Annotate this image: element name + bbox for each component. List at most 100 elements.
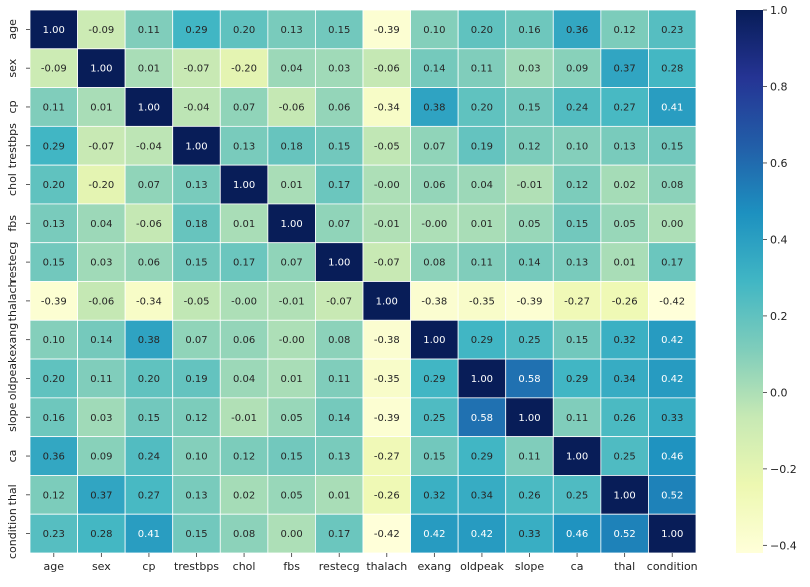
cell-value-label: -0.39: [517, 296, 543, 307]
x-tick-label: fbs: [283, 560, 300, 573]
cell-value-label: 0.33: [518, 529, 540, 540]
cell-value-label: -0.07: [374, 258, 400, 269]
cell-value-label: 0.03: [518, 64, 540, 75]
cell-value-label: -0.05: [374, 141, 400, 152]
cell-value-label: 0.08: [661, 180, 683, 191]
cell-value-label: 0.25: [614, 452, 636, 463]
heatmap-cell: [457, 475, 507, 515]
heatmap-cell: [29, 319, 78, 360]
y-tick-label: age: [6, 19, 19, 40]
heatmap-cell: [648, 242, 697, 282]
heatmap-cell: [552, 203, 602, 244]
cell-value-label: 0.02: [233, 490, 255, 501]
cell-value-label: 0.18: [281, 141, 303, 152]
cell-value-label: 0.02: [614, 180, 636, 191]
cell-value-label: 0.41: [661, 102, 683, 113]
cell-value-label: -0.27: [564, 296, 590, 307]
y-tick-label: fbs: [6, 215, 19, 232]
heatmap-cell: [410, 358, 459, 399]
heatmap-cell: [410, 281, 459, 321]
heatmap-cell: [648, 281, 697, 321]
heatmap-cell: [77, 48, 126, 88]
cell-value-label: 0.38: [423, 102, 445, 113]
cell-value-label: 1.00: [661, 529, 683, 540]
heatmap-cell: [29, 513, 78, 554]
heatmap-cell: [77, 281, 126, 321]
heatmap-cell: [172, 242, 221, 282]
cell-value-label: 0.13: [614, 141, 636, 152]
cell-value-label: 0.03: [90, 413, 112, 424]
heatmap-cell: [172, 475, 221, 515]
heatmap-cell: [600, 436, 649, 476]
cell-value-label: 0.20: [43, 180, 65, 191]
heatmap-cell: [362, 125, 411, 166]
heatmap-cell: [648, 203, 697, 244]
cell-value-label: 0.13: [233, 141, 255, 152]
heatmap-cell: [267, 358, 316, 399]
heatmap-cell: [600, 242, 649, 282]
colorbar-tick-label: 0.8: [770, 80, 788, 93]
y-tick-label: thal: [6, 484, 19, 505]
cell-value-label: 0.08: [233, 529, 255, 540]
cell-value-label: -0.06: [279, 102, 305, 113]
cell-value-label: 0.42: [423, 529, 445, 540]
cell-value-label: -0.01: [279, 296, 305, 307]
cell-value-label: -0.00: [421, 219, 447, 230]
heatmap-cell: [362, 475, 411, 515]
heatmap-cell: [648, 9, 697, 50]
heatmap-cell: [552, 319, 602, 360]
heatmap-cell: [600, 513, 649, 554]
colorbar-tick-label: −0.4: [770, 539, 797, 552]
cell-value-label: 0.05: [281, 490, 303, 501]
cell-value-label: 1.00: [423, 335, 445, 346]
heatmap-cell: [124, 358, 174, 399]
heatmap-cell: [267, 281, 316, 321]
cell-value-label: -0.34: [374, 102, 400, 113]
heatmap-cell: [552, 9, 602, 50]
y-tick-label: oldpeak: [6, 356, 19, 400]
cell-value-label: -0.00: [279, 335, 305, 346]
cell-value-label: 0.05: [614, 219, 636, 230]
heatmap-cell: [124, 9, 174, 50]
cell-value-label: 0.18: [185, 219, 207, 230]
x-tick-label: chol: [233, 560, 256, 573]
cell-value-label: -0.38: [421, 296, 447, 307]
heatmap-cell: [315, 203, 364, 244]
heatmap-cell: [505, 319, 554, 360]
heatmap-cell: [315, 48, 364, 88]
heatmap-cell: [648, 436, 697, 476]
heatmap-cell: [505, 475, 554, 515]
cell-value-label: -0.42: [659, 296, 685, 307]
y-tick-label: trestbps: [6, 123, 19, 168]
heatmap-cell: [315, 513, 364, 554]
cell-value-label: 0.01: [138, 64, 160, 75]
heatmap-cell: [219, 125, 269, 166]
cell-value-label: -0.20: [88, 180, 114, 191]
cell-value-label: 0.29: [185, 25, 207, 36]
heatmap-cell: [362, 9, 411, 50]
heatmap-cell: [362, 397, 411, 438]
heatmap-cell: [267, 319, 316, 360]
cell-value-label: 0.25: [423, 413, 445, 424]
x-axis-tick-labels: age sex cp trestbps chol fbs restecg thalach exa…: [44, 553, 698, 573]
colorbar: 1.0 0.8 0.6 0.4 0.2 0.0 −0.2 −0.4: [736, 4, 797, 553]
cell-value-label: 0.12: [566, 180, 588, 191]
x-tick-label: cp: [142, 560, 155, 573]
x-tick-label: oldpeak: [460, 560, 504, 573]
cell-value-label: 0.13: [185, 490, 207, 501]
cell-value-label: -0.42: [374, 529, 400, 540]
cell-value-label: 0.01: [328, 490, 350, 501]
cell-value-label: 0.42: [661, 335, 683, 346]
heatmap-cell: [172, 48, 221, 88]
heatmap-cell: [219, 513, 269, 554]
heatmap-cell: [552, 125, 602, 166]
cell-value-label: -0.20: [231, 64, 257, 75]
heatmap-cell: [219, 397, 269, 438]
cell-value-label: 0.06: [328, 102, 350, 113]
colorbar-tick-label: 0.4: [770, 233, 788, 246]
cell-value-label: 0.11: [90, 374, 112, 385]
cell-value-label: 0.20: [138, 374, 160, 385]
x-tick-label: restecg: [319, 560, 360, 573]
heatmap-cell: [505, 242, 554, 282]
cell-value-label: -0.01: [517, 180, 543, 191]
